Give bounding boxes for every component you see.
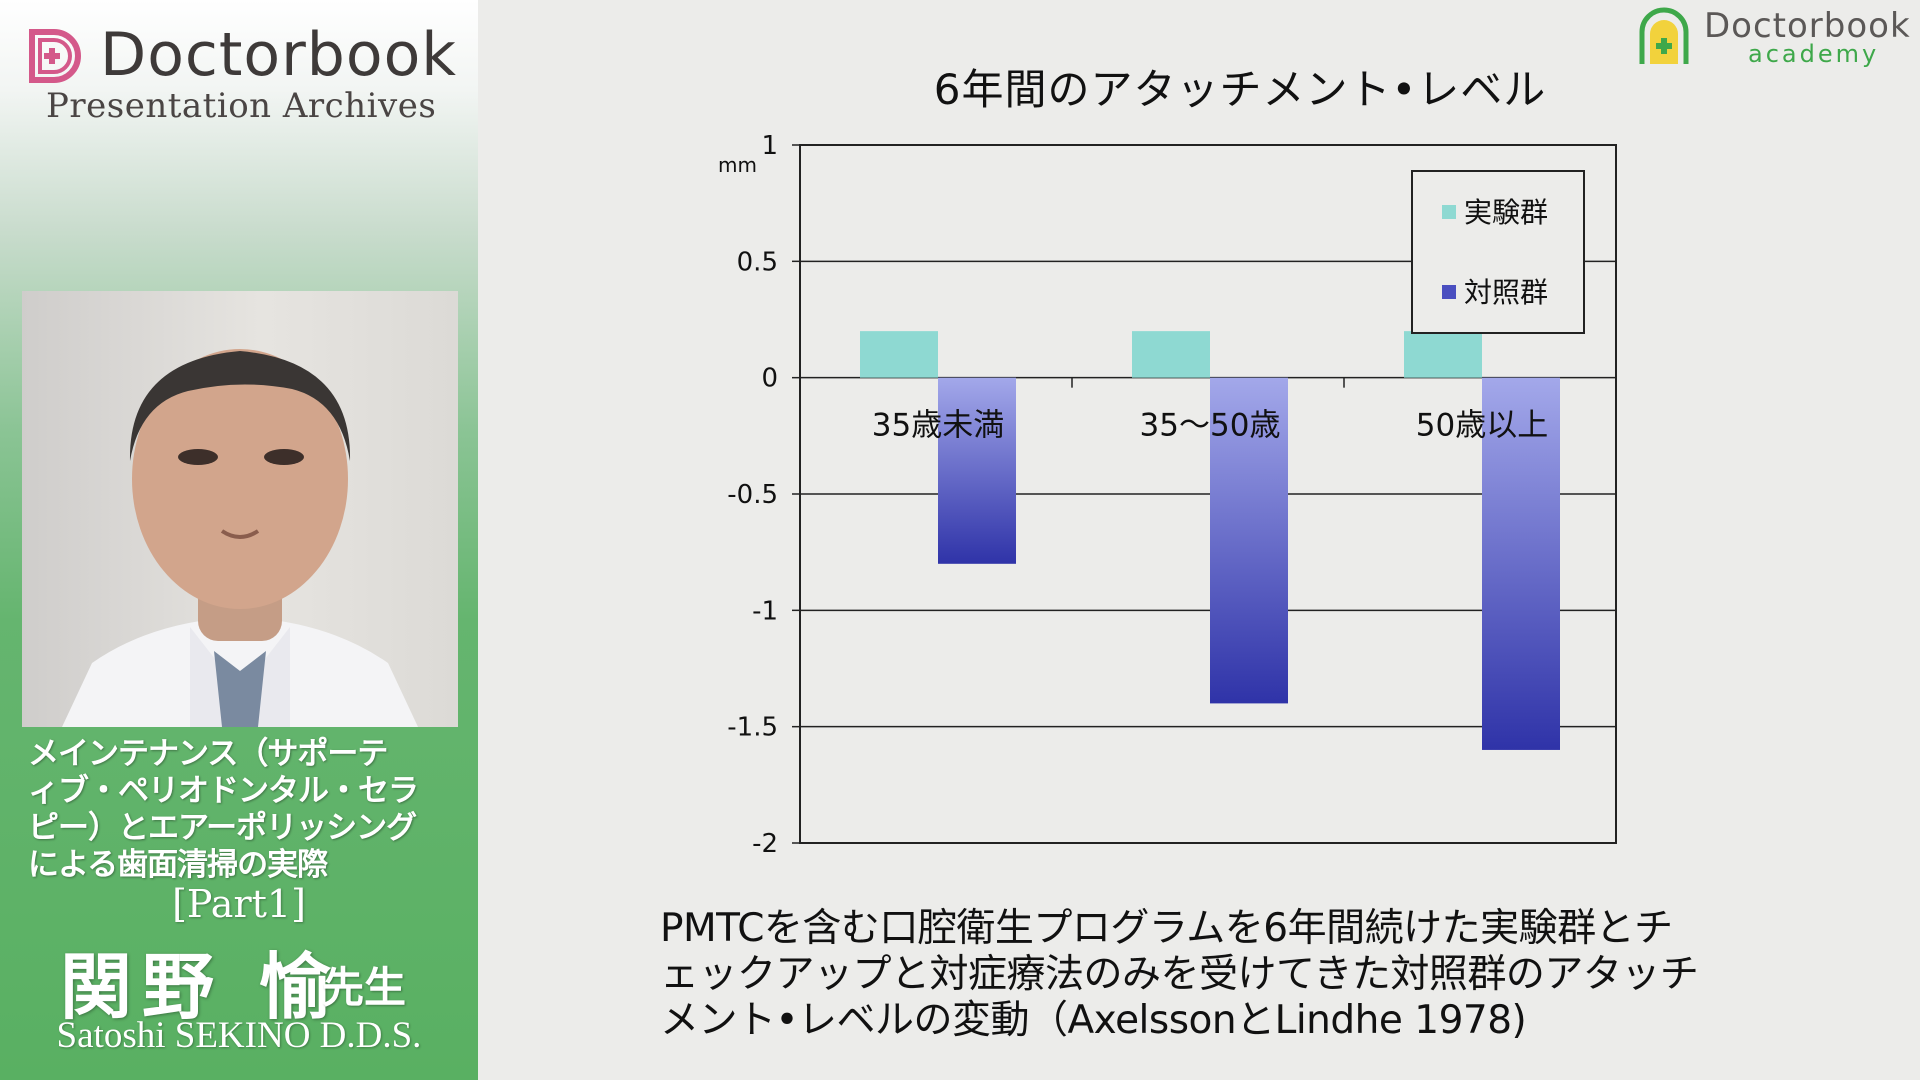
y-tick-label: -1.5 (727, 713, 778, 743)
x-category-label: 35〜50歳 (1140, 408, 1281, 444)
y-tick-label: 1 (761, 131, 778, 161)
brand-subtitle: Presentation Archives (46, 86, 437, 126)
speaker-portrait-icon (62, 349, 418, 727)
lecture-title-line: による歯面清掃の実際 (28, 847, 328, 883)
legend-label-control: 対照群 (1464, 276, 1548, 309)
y-tick-label: -2 (752, 829, 778, 859)
caption-line: メント•レベルの変動（AxelssonとLindhe 1978) (660, 998, 1527, 1043)
caption-line: ェックアップと対症療法のみを受けてきた対照群のアタッチ (660, 952, 1699, 997)
y-tick-label: 0 (761, 364, 778, 394)
doctorbook-academy-logo-icon (1639, 7, 1689, 64)
legend-swatch-experimental (1442, 205, 1456, 219)
labels: 1 0.5 0 -0.5 -1 -1.5 -2 35歳未満 35〜50歳 50歳以上 (727, 131, 1548, 859)
bar-control (1210, 377, 1288, 704)
plot-frame (799, 144, 1617, 844)
speaker-sidebar: Doctorbook Presentation Archives メインテナンス… (0, 0, 478, 1080)
lecture-title: メインテナンス（サポーテ ィブ・ペリオドンタル・セラ ピー）とエアーポリッシング… (28, 736, 468, 884)
brand-name: Doctorbook (100, 20, 458, 90)
bar-control (938, 377, 1016, 564)
doctorbook-logo-icon (29, 29, 81, 83)
chart-title: 6年間のアタッチメント•レベル (933, 65, 1547, 114)
lecture-title-line: ピー）とエアーポリッシング (28, 810, 417, 846)
lecture-title-line: ィブ・ペリオドンタル・セラ (28, 773, 419, 809)
slide-caption: PMTCを含む口腔衛生プログラムを6年間続けた実験群とチ ェックアップと対症療法… (660, 906, 1860, 1044)
bar-experimental (1404, 331, 1482, 378)
x-category-label: 35歳未満 (872, 408, 1004, 444)
legend-label-experimental: 実験群 (1464, 196, 1548, 229)
bar-control (1482, 377, 1560, 750)
academy-name: Doctorbook (1704, 6, 1911, 46)
bars (860, 331, 1560, 750)
speaker-name: 関野 愉 (60, 944, 342, 1029)
academy-subtitle: academy (1748, 40, 1880, 68)
legend-swatch-control (1442, 285, 1456, 299)
legend-box (1411, 170, 1585, 334)
speaker-photo (22, 291, 458, 727)
lecture-part: [Part1] (172, 882, 306, 926)
speaker-honorific: 先生 (322, 963, 407, 1012)
caption-line: PMTCを含む口腔衛生プログラムを6年間続けた実験群とチ (660, 906, 1673, 951)
lecture-title-line: メインテナンス（サポーテ (28, 736, 388, 772)
y-axis-unit: mm (718, 153, 757, 177)
bar-experimental (860, 331, 938, 378)
speaker-name-roman: Satoshi SEKINO D.D.S. (56, 1015, 422, 1056)
y-tick-label: -0.5 (727, 480, 778, 510)
y-tick-label: -1 (752, 596, 778, 626)
x-category-label: 50歳以上 (1416, 408, 1548, 444)
y-tick-label: 0.5 (737, 247, 778, 277)
legend: 実験群 対照群 (1411, 170, 1585, 334)
bar-experimental (1132, 331, 1210, 378)
